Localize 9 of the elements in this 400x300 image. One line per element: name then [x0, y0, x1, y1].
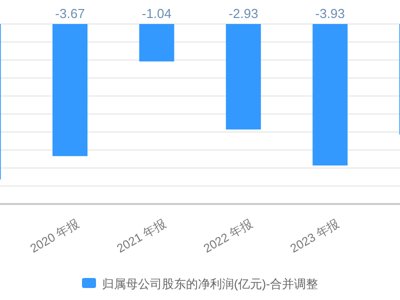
- data-label: -1.04: [142, 6, 172, 21]
- data-label: -2.93: [228, 6, 258, 21]
- x-tick-label: 2023 年报: [288, 216, 342, 256]
- x-tick-label: 2021 年报: [114, 216, 168, 256]
- data-label: -3.67: [55, 6, 85, 21]
- data-label: -3.93: [315, 6, 345, 21]
- legend: 归属母公司股东的净利润(亿元)-合并调整: [82, 277, 318, 291]
- x-tick-label: 2020 年报: [28, 216, 82, 256]
- x-tick-label: 2022 年报: [201, 216, 255, 256]
